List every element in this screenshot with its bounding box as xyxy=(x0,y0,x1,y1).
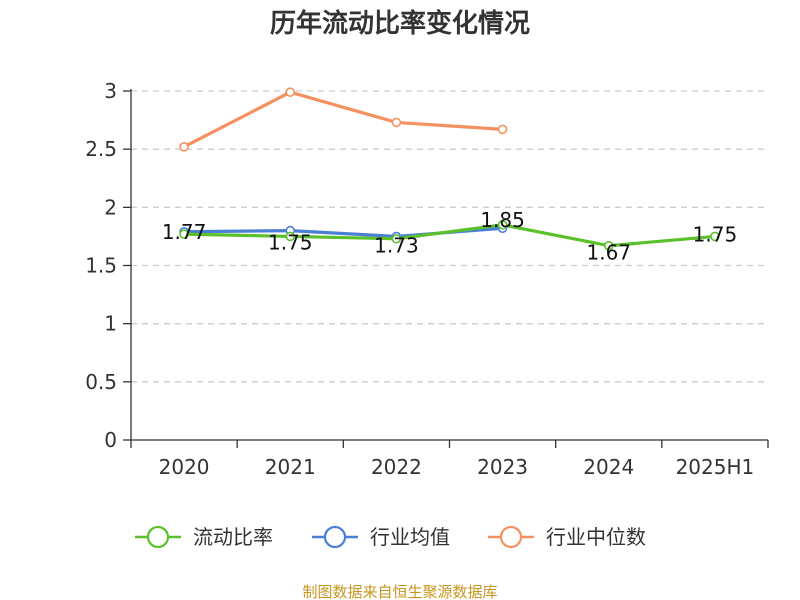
source-note: 制图数据来自恒生聚源数据库 xyxy=(302,583,497,600)
x-tick-label: 2023 xyxy=(477,455,528,479)
legend-label: 流动比率 xyxy=(193,525,273,549)
x-tick-label: 2021 xyxy=(265,455,316,479)
series-line xyxy=(183,90,503,149)
legend-item[interactable]: 行业均值 xyxy=(312,525,450,549)
legend-label: 行业中位数 xyxy=(546,525,646,549)
legend-circle-icon xyxy=(499,525,523,549)
series-point xyxy=(603,240,614,251)
y-tick-label: 0 xyxy=(104,428,117,452)
data-label: 1.73 xyxy=(374,234,419,258)
x-tick-label: 2022 xyxy=(371,455,422,479)
x-tick-label: 2024 xyxy=(583,455,634,479)
y-tick-label: 3 xyxy=(104,79,117,103)
y-tick-label: 2 xyxy=(104,195,117,219)
series-point xyxy=(285,231,296,242)
data-label: 1.67 xyxy=(586,241,631,265)
series-point xyxy=(179,229,189,239)
data-label: 1.85 xyxy=(480,208,525,232)
legend: 流动比率 行业均值 行业中位数 xyxy=(135,525,646,549)
data-label: 1.75 xyxy=(268,230,313,254)
legend-circle-icon xyxy=(323,525,347,549)
series-point xyxy=(497,219,508,230)
series-point xyxy=(391,117,402,128)
chart-title: 历年流动比率变化情况 xyxy=(270,8,530,39)
legend-item[interactable]: 流动比率 xyxy=(135,525,273,549)
y-tick-label: 0.5 xyxy=(85,370,117,394)
y-tick-label: 1 xyxy=(104,312,117,336)
y-tick-label: 2.5 xyxy=(85,137,117,161)
series-group xyxy=(179,87,720,251)
series-point xyxy=(285,87,296,97)
legend-label: 行业均值 xyxy=(370,525,450,549)
data-labels: 1.77 1.75 1.73 1.85 1.67 1.75 xyxy=(162,208,737,265)
x-tick-label: 2020 xyxy=(159,455,210,479)
grid-lines xyxy=(131,90,768,383)
axes: 0 0.5 1 1.5 2 2.5 3 2020 2021 2022 2023 2024 2025H1 xyxy=(85,79,769,479)
data-label: 1.77 xyxy=(162,220,207,244)
x-tick-label: 2025H1 xyxy=(676,455,755,479)
series-point xyxy=(497,124,508,135)
series-point xyxy=(391,233,402,244)
series-point xyxy=(179,142,189,152)
legend-item[interactable]: 行业中位数 xyxy=(488,525,646,549)
y-tick-label: 1.5 xyxy=(85,254,117,278)
data-label: 1.75 xyxy=(693,222,738,246)
series-point xyxy=(710,231,720,242)
legend-circle-icon xyxy=(146,525,170,549)
series-line xyxy=(184,223,716,248)
